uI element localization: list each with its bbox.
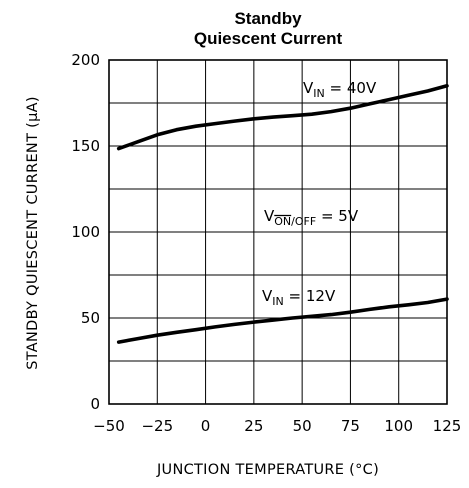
x-tick-label: 100: [384, 417, 413, 435]
x-tick-label: 0: [201, 417, 211, 435]
y-tick-label: 150: [71, 137, 100, 155]
x-axis-label: JUNCTION TEMPERATURE (°C): [156, 462, 379, 478]
y-tick-label: 100: [71, 223, 100, 241]
y-tick-label: 50: [81, 309, 100, 327]
series-line-1: [116, 84, 449, 151]
x-tick-label: 25: [244, 417, 263, 435]
x-tick-label: 125: [433, 417, 462, 435]
tick-labels: −50 −25 0 25 50 75 100 125 0 50 100 150 200: [71, 51, 461, 435]
y-axis-label: STANDBY QUIESCENT CURRENT (μA): [25, 96, 41, 370]
chart-title-line-2: Quiescent Current: [194, 29, 343, 48]
annotation-vin-40v: VIN = 40V: [303, 79, 377, 100]
chart-title-line-1: Standby: [234, 9, 302, 28]
annotation-vin-12v: VIN = 12V: [262, 287, 336, 308]
y-tick-label: 0: [90, 395, 100, 413]
x-tick-label: −50: [93, 417, 125, 435]
x-tick-label: 75: [341, 417, 360, 435]
plot-border: [108, 59, 448, 405]
annotation-von-off-5v: VON/OFF = 5V: [264, 207, 359, 228]
grid: [108, 59, 448, 405]
series-line-2: [116, 297, 449, 344]
plot-frame: [108, 59, 448, 405]
y-tick-label: 200: [71, 51, 100, 69]
x-tick-label: 50: [293, 417, 312, 435]
series-layer: [116, 84, 449, 344]
x-tick-label: −25: [141, 417, 173, 435]
